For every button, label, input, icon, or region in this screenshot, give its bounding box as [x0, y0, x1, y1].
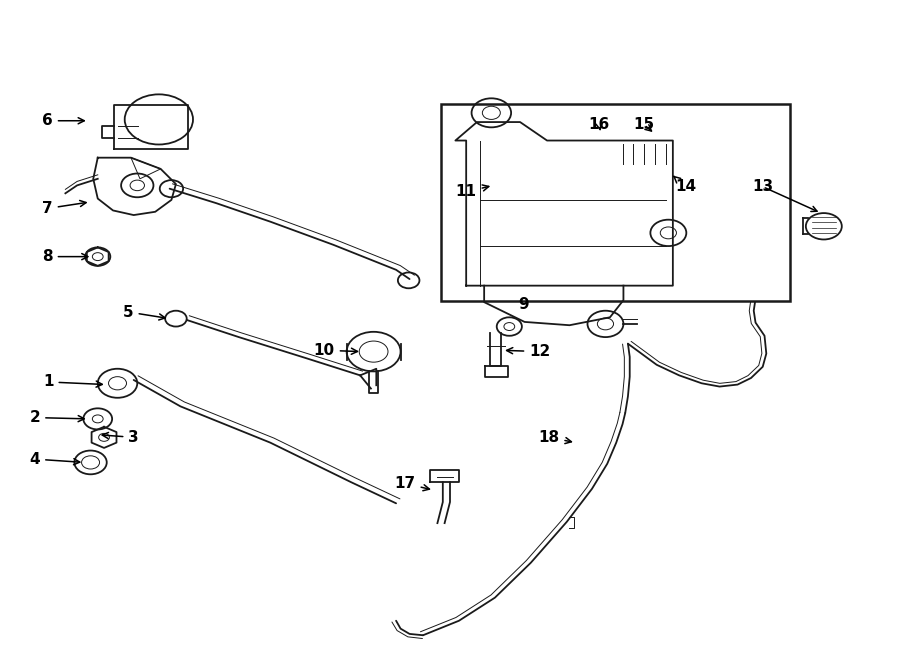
Text: 18: 18 — [538, 430, 572, 445]
Text: 14: 14 — [674, 176, 696, 194]
Text: 8: 8 — [42, 249, 88, 264]
Text: 6: 6 — [42, 113, 85, 128]
Text: 15: 15 — [634, 117, 654, 132]
Text: 13: 13 — [752, 179, 773, 194]
Text: 4: 4 — [30, 451, 80, 467]
Bar — [441, 104, 789, 301]
Text: 17: 17 — [394, 476, 429, 491]
Text: 3: 3 — [103, 430, 139, 445]
Text: 1: 1 — [43, 374, 103, 389]
Circle shape — [82, 456, 100, 469]
Text: 7: 7 — [42, 200, 86, 216]
Text: 10: 10 — [313, 343, 357, 358]
Text: 12: 12 — [507, 344, 551, 359]
Text: 9: 9 — [518, 297, 529, 311]
Text: 16: 16 — [589, 117, 610, 132]
Text: 11: 11 — [455, 184, 489, 200]
Text: 5: 5 — [123, 305, 166, 320]
Text: 2: 2 — [30, 410, 85, 425]
